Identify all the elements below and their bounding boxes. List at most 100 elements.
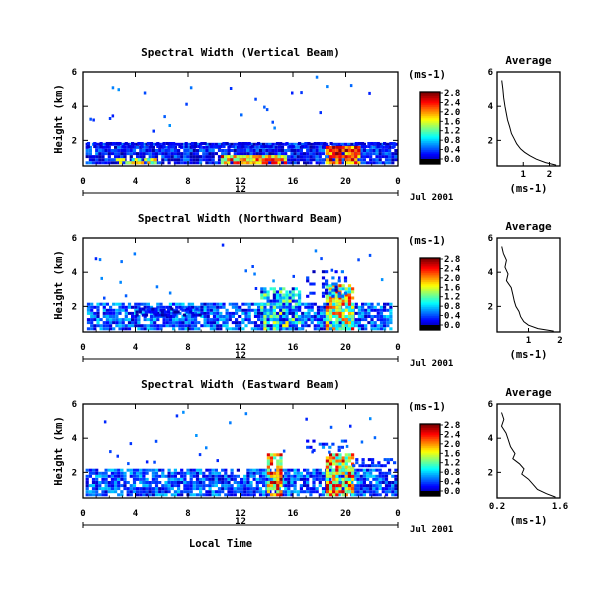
colorbar-segment — [420, 445, 440, 448]
heatmap-cell — [194, 321, 198, 325]
heatmap-cell — [145, 152, 149, 156]
heatmap-cell — [217, 477, 222, 481]
heatmap-cell — [216, 324, 220, 328]
heatmap-cell — [321, 285, 326, 289]
heatmap-cell — [177, 161, 181, 165]
heatmap-cell — [107, 487, 111, 491]
heatmap-cell — [285, 311, 289, 315]
heatmap-cell — [184, 315, 188, 318]
colorbar-segment — [420, 259, 440, 263]
heatmap-cell — [161, 474, 165, 478]
heatmap-cell — [309, 487, 313, 491]
heatmap-cell — [214, 490, 218, 494]
heatmap-cell — [332, 149, 336, 152]
heatmap-cell — [219, 302, 223, 306]
heatmap-cell — [313, 311, 317, 315]
heatmap-cell — [139, 481, 143, 484]
heatmap-cell — [99, 318, 103, 322]
heatmap-cell — [167, 474, 171, 478]
heatmap-cell — [371, 464, 375, 468]
heatmap-cell — [105, 327, 109, 331]
heatmap-cell — [282, 324, 286, 328]
heatmap-cell — [335, 155, 339, 159]
colorbar-tick-label: 2.4 — [444, 98, 461, 108]
heatmap-cell — [199, 477, 203, 481]
heatmap-cell — [347, 484, 352, 488]
heatmap-cell — [299, 155, 303, 159]
heatmap-cell — [299, 477, 303, 481]
colorbar-segment — [420, 108, 440, 111]
heatmap-cell — [233, 481, 237, 484]
heatmap-cell — [244, 302, 248, 306]
heatmap-cell — [211, 477, 215, 481]
heatmap-cell — [173, 474, 177, 478]
heatmap-cell — [228, 311, 232, 315]
heatmap-cell — [190, 321, 195, 325]
heatmap-cell — [187, 302, 191, 306]
heatmap-cell — [91, 487, 96, 491]
heatmap-cell — [351, 158, 355, 162]
heatmap-cell — [351, 161, 355, 165]
colorbar-tick-label: 2.8 — [444, 255, 460, 265]
heatmap-cell — [105, 308, 109, 312]
heatmap-cell — [320, 327, 324, 331]
heatmap-cell — [293, 161, 297, 165]
heatmap-cell — [208, 161, 212, 165]
heatmap-cell — [306, 439, 310, 443]
heatmap-cell — [279, 302, 283, 306]
heatmap-cell — [388, 155, 392, 159]
colorbar-segment — [420, 425, 440, 429]
heatmap-cell — [114, 161, 118, 165]
chart-title: Spectral Width (Vertical Beam) — [141, 46, 340, 59]
heatmap-cell — [132, 477, 137, 481]
heatmap-cell — [144, 158, 148, 162]
colorbar-segment — [420, 443, 440, 447]
heatmap-cell — [147, 161, 151, 165]
heatmap-cell — [199, 149, 203, 152]
heatmap-cell — [165, 305, 169, 309]
heatmap-cell — [236, 490, 240, 494]
heatmap-cell — [183, 481, 187, 484]
heatmap-cell — [304, 311, 308, 315]
heatmap-cell — [114, 158, 118, 162]
heatmap-cell — [180, 161, 184, 165]
heatmap-cell — [293, 145, 297, 149]
heatmap-cell — [323, 302, 327, 306]
heatmap-cell — [386, 302, 390, 306]
colorbar-tick-label: 2.4 — [444, 264, 461, 274]
heatmap-cell — [202, 158, 206, 162]
heatmap-cell — [279, 490, 283, 494]
heatmap-cell — [337, 474, 341, 478]
heatmap-cell — [138, 307, 142, 311]
heatmap-cell — [91, 161, 96, 165]
heatmap-cell — [132, 481, 137, 484]
colorbar-segment — [420, 131, 440, 134]
heatmap-cell — [95, 477, 99, 481]
heatmap-cell — [284, 493, 288, 497]
heatmap-cell — [344, 149, 348, 152]
heatmap-cell — [287, 161, 291, 165]
heatmap-cell — [151, 487, 155, 491]
heatmap-cell — [156, 142, 160, 145]
heatmap-cell — [139, 468, 143, 472]
heatmap-cell — [306, 484, 310, 488]
heatmap-cell — [347, 465, 352, 469]
heatmap-cell — [321, 477, 326, 481]
heatmap-cell — [306, 294, 310, 298]
heatmap-cell — [164, 145, 168, 149]
heatmap-cell — [170, 484, 174, 488]
heatmap-cell — [183, 471, 187, 475]
colorbar-tick-label: 1.6 — [444, 283, 460, 293]
heatmap-cell — [198, 313, 202, 317]
heatmap-cell — [329, 299, 333, 303]
heatmap-cell — [253, 324, 258, 328]
heatmap-cell — [203, 315, 207, 318]
heatmap-cell — [362, 490, 366, 494]
heatmap-cell — [344, 327, 348, 331]
heatmap-cell — [101, 481, 105, 484]
heatmap-cell — [388, 468, 392, 472]
heatmap-cell — [384, 474, 389, 478]
colorbar-segment — [420, 478, 440, 481]
heatmap-cell — [100, 276, 103, 280]
heatmap-cell — [212, 302, 217, 306]
